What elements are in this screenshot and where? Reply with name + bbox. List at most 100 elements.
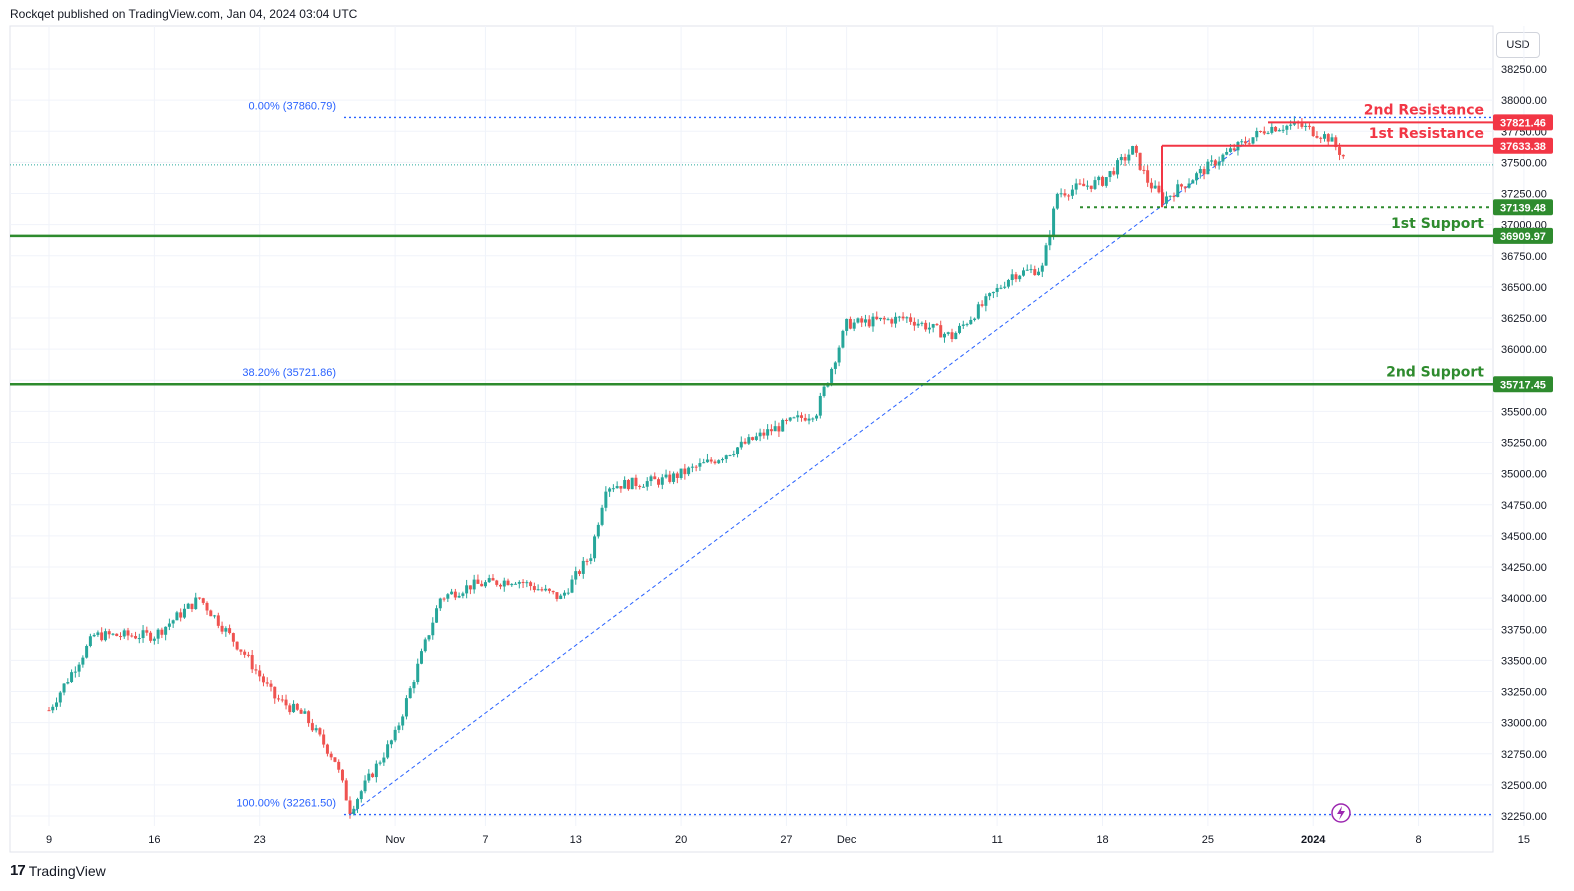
candle-body: [747, 437, 751, 444]
candle-body: [130, 635, 134, 637]
x-tick-label: 11: [991, 834, 1002, 846]
publisher-header: Rockqet published on TradingView.com, Ja…: [10, 7, 358, 21]
candle-body: [149, 632, 153, 641]
candle-body: [1195, 173, 1199, 181]
price-tag-r1: [1493, 137, 1553, 154]
candle-body: [1172, 195, 1176, 198]
candle-body: [453, 591, 457, 598]
candle-body: [359, 791, 363, 800]
candle-body: [1191, 180, 1195, 184]
candle-body: [1225, 151, 1229, 155]
candle-body: [521, 581, 525, 584]
x-tick-label: 7: [482, 834, 488, 846]
candle-body: [145, 630, 149, 633]
candle-body: [363, 780, 367, 792]
candle-body: [1277, 130, 1281, 132]
candle-body: [1112, 171, 1116, 175]
candle-body: [295, 703, 299, 710]
y-tick-label: 35000.00: [1501, 469, 1547, 481]
candle-body: [378, 762, 382, 764]
candle-body: [393, 729, 397, 741]
candle-body: [728, 455, 732, 457]
candle-body: [788, 417, 792, 421]
candle-body: [845, 318, 849, 331]
candle-body: [999, 287, 1003, 289]
candle-body: [596, 524, 600, 537]
tradingview-logo-icon: 17: [10, 862, 26, 879]
candle-body: [958, 325, 962, 333]
candle-body: [942, 333, 946, 338]
candle-body: [619, 486, 623, 489]
price-tag-s2: [1493, 376, 1553, 393]
candle-body: [800, 415, 803, 418]
candle-body: [1048, 235, 1052, 246]
candle-body: [1213, 160, 1217, 166]
y-tick-label: 32250.00: [1501, 811, 1547, 823]
candle-body: [431, 622, 435, 636]
y-tick-label: 33000.00: [1501, 718, 1547, 730]
candle-body: [1134, 146, 1138, 153]
candle-body: [1164, 196, 1168, 204]
lightning-icon[interactable]: [1331, 803, 1351, 823]
candle-body: [879, 317, 883, 320]
candle-body: [1285, 125, 1289, 130]
price-tag-r2: [1493, 114, 1553, 131]
candle-body: [1123, 157, 1127, 161]
candle-body: [803, 417, 807, 421]
level-label-s2: 2nd Support: [1386, 364, 1484, 380]
candle-body: [175, 612, 179, 621]
candle-body: [367, 773, 371, 781]
candle-body: [698, 463, 702, 467]
candle-body: [547, 588, 551, 591]
candle-body: [856, 318, 860, 323]
candle-body: [1085, 185, 1089, 187]
trendline[interactable]: [349, 137, 1254, 815]
candle-body: [1131, 146, 1135, 155]
candle-body: [939, 325, 943, 338]
price-tag-pivot: [1493, 199, 1553, 216]
candle-body: [1052, 208, 1056, 236]
candle-body: [438, 598, 442, 609]
candle-body: [912, 321, 916, 326]
candle-body: [190, 603, 194, 610]
candle-body: [476, 579, 480, 584]
candle-body: [784, 419, 788, 421]
candle-body: [988, 293, 992, 297]
candle-body: [126, 630, 130, 636]
candle-body: [1266, 132, 1270, 134]
candle-body: [1014, 274, 1018, 280]
candle-body: [88, 636, 92, 646]
candle-body: [1198, 169, 1202, 174]
candle-body: [679, 468, 683, 478]
candle-body: [134, 636, 138, 639]
x-tick-label: 20: [675, 834, 687, 846]
candle-body: [62, 683, 66, 693]
candle-body: [965, 324, 969, 326]
y-tick-label: 36250.00: [1501, 313, 1547, 325]
candle-body: [1274, 126, 1278, 132]
candle-body: [694, 466, 698, 468]
candle-body: [141, 630, 145, 639]
candle-body: [419, 651, 423, 664]
candle-body: [1319, 137, 1323, 139]
candle-body: [465, 585, 469, 594]
candle-body: [961, 324, 965, 326]
candle-body: [867, 319, 871, 327]
candle-body: [442, 598, 446, 600]
candle-body: [732, 454, 736, 456]
candle-body: [333, 757, 337, 762]
candle-body: [58, 692, 62, 703]
candle-body: [164, 626, 168, 635]
candle-body: [796, 415, 800, 418]
candle-body: [1221, 154, 1225, 162]
candle-body: [649, 476, 653, 482]
candle-body: [231, 633, 235, 642]
candle-body: [559, 595, 563, 599]
candle-body: [954, 332, 958, 340]
footer-brand: 17 TradingView: [10, 862, 106, 879]
candle-body: [250, 655, 254, 670]
currency-selector[interactable]: USD: [1496, 32, 1540, 58]
candle-body: [973, 318, 977, 320]
candle-body: [638, 486, 642, 488]
